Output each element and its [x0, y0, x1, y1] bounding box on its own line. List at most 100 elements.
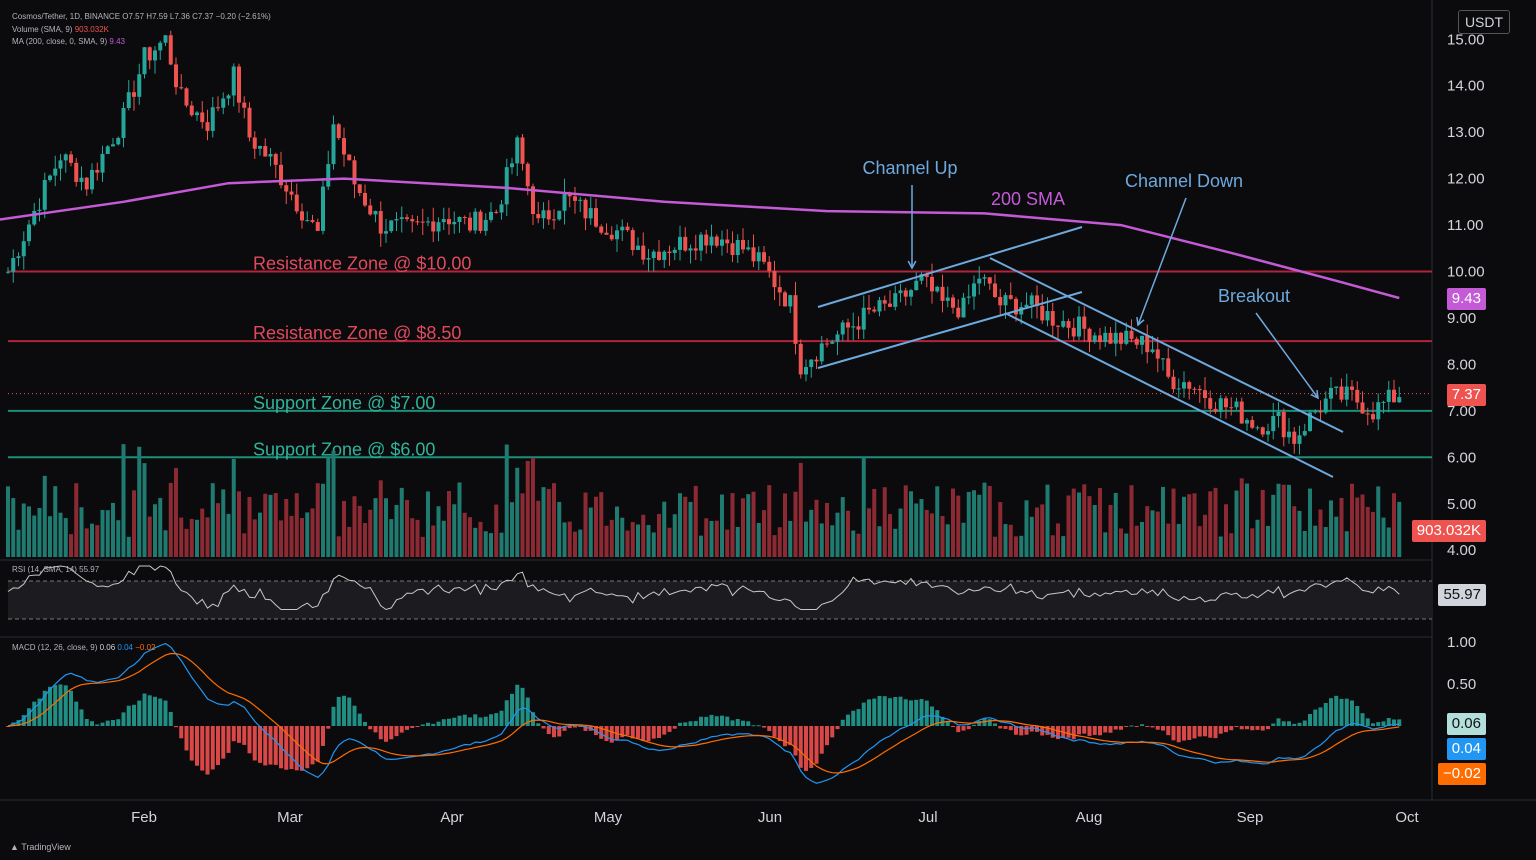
candle-body [1355, 389, 1360, 403]
candle-body [662, 251, 667, 260]
macd-hist-bar [951, 726, 955, 727]
volume-bar [510, 502, 514, 557]
candle-body [84, 177, 89, 190]
candle-body [1208, 398, 1213, 409]
candle-body [541, 210, 546, 219]
macd-hist-bar [825, 726, 829, 746]
candle-body [982, 277, 987, 279]
macd-hist-bar [1024, 726, 1029, 735]
volume-bar [27, 506, 31, 557]
volume-bar [667, 527, 672, 557]
volume-bar [1061, 536, 1066, 557]
volume-bar [662, 501, 667, 557]
volume-bar [494, 504, 499, 557]
volume-bar [762, 510, 766, 557]
candle-body [1224, 398, 1228, 408]
macd-hist-bar [142, 693, 147, 726]
volume-bar [1329, 500, 1333, 557]
macd-hist-bar [273, 726, 278, 765]
x-tick-label: Jul [918, 809, 937, 826]
macd-hist-bar [1182, 726, 1186, 741]
macd-hist-bar [1266, 726, 1270, 730]
macd-hist-bar [137, 700, 142, 726]
candle-body [441, 219, 446, 223]
macd-hist-bar [1339, 698, 1344, 726]
y-tick-label: 6.00 [1447, 449, 1476, 466]
annotation-label: Breakout [1218, 286, 1290, 306]
volume-bar [840, 497, 845, 557]
volume-bar [32, 515, 37, 557]
volume-bar [1119, 528, 1123, 557]
candle-body [819, 343, 824, 362]
candle-body [1161, 358, 1165, 360]
volume-bar [210, 483, 215, 557]
candle-body [872, 309, 877, 312]
legend-main: Cosmos/Tether, 1D, BINANCE O7.57 H7.59 L… [12, 12, 271, 21]
volume-bar [1056, 523, 1060, 557]
candle-body [730, 243, 735, 256]
candle-body [300, 211, 304, 221]
macd-hist-bar [1323, 702, 1328, 726]
volume-bar [599, 492, 604, 557]
volume-bar [1245, 483, 1249, 557]
volume-bar [189, 518, 194, 557]
candle-body [1124, 330, 1129, 344]
candle-body [1187, 382, 1192, 389]
candle-body [1213, 408, 1218, 412]
candle-body [1045, 311, 1050, 321]
macd-hist-bar [1313, 709, 1318, 726]
volume-bar [184, 528, 189, 557]
volume-bar [174, 467, 178, 557]
macd-hist-bar [347, 697, 352, 726]
macd-tick-label: 1.00 [1447, 634, 1476, 651]
candle-body [536, 214, 541, 219]
candle-body [499, 204, 504, 213]
candle-body [1344, 386, 1349, 400]
macd-hist-bar [27, 708, 31, 726]
macd-hist-bar [987, 719, 992, 726]
macd-hist-bar [1129, 725, 1134, 727]
macd-hist-bar [520, 687, 525, 726]
candle-body [489, 211, 493, 220]
volume-bar [168, 482, 173, 557]
macd-hist-bar [1239, 726, 1244, 730]
macd-hist-bar [37, 698, 42, 726]
candle-body [888, 303, 892, 307]
macd-hist-bar [457, 715, 462, 726]
candle-body [846, 322, 850, 328]
candle-body [273, 154, 278, 165]
volume-bar [258, 512, 262, 557]
volume-bar [1302, 530, 1307, 557]
volume-bar [273, 493, 278, 557]
volume-bar [21, 503, 26, 557]
volume-bar [16, 529, 21, 557]
volume-bar [1187, 494, 1192, 557]
volume-bar [163, 530, 168, 557]
macd-hist-bar [363, 721, 367, 726]
macd-hist-bar [436, 721, 441, 726]
candle-body [1197, 388, 1202, 391]
currency-button[interactable]: USDT [1458, 10, 1510, 34]
macd-hist-bar [872, 698, 877, 726]
volume-bar [69, 534, 73, 557]
macd-hist-bar [998, 726, 1003, 729]
macd-hist-bar [909, 700, 913, 726]
volume-bar [588, 507, 593, 557]
macd-hist-bar [1113, 726, 1118, 730]
volume-bar [1297, 510, 1302, 557]
volume-bar [431, 525, 436, 557]
macd-hist-bar [730, 720, 735, 726]
volume-bar [772, 535, 777, 557]
candle-body [993, 283, 997, 297]
macd-hist-bar [510, 693, 514, 726]
macd-hist-bar [751, 725, 756, 727]
macd-hist-bar [326, 726, 331, 729]
candle-body [1103, 332, 1108, 343]
volume-bar [426, 491, 430, 557]
candle-body [720, 239, 724, 246]
candle-body [1245, 420, 1249, 424]
volume-bar [767, 485, 772, 557]
macd-hist-bar [1056, 726, 1060, 740]
candle-body [111, 144, 115, 147]
candle-body [462, 217, 467, 219]
